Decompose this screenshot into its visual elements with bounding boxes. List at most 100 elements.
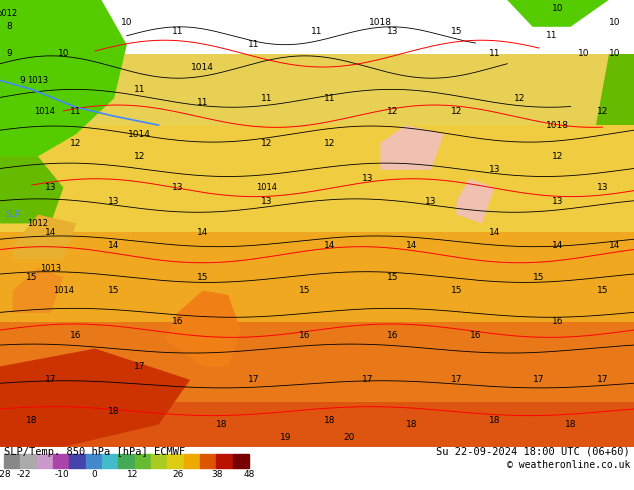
Bar — [233, 454, 249, 468]
Text: 9: 9 — [19, 76, 25, 85]
Text: 13: 13 — [552, 196, 564, 206]
Polygon shape — [380, 125, 444, 170]
Polygon shape — [0, 156, 63, 223]
Polygon shape — [13, 268, 63, 313]
Text: 10: 10 — [121, 18, 133, 27]
Text: Su 22-09-2024 18:00 UTC (06+60): Su 22-09-2024 18:00 UTC (06+60) — [436, 447, 630, 457]
Text: 15: 15 — [597, 286, 608, 295]
Text: 14: 14 — [197, 228, 209, 237]
Text: 16: 16 — [387, 331, 399, 340]
Text: 1013: 1013 — [27, 76, 49, 85]
Text: 13: 13 — [597, 183, 608, 192]
Text: 17: 17 — [134, 362, 145, 371]
Text: 18: 18 — [26, 416, 37, 424]
Text: 11: 11 — [546, 31, 557, 40]
Text: 1014: 1014 — [34, 107, 55, 116]
Text: 16: 16 — [172, 317, 183, 326]
Text: 13: 13 — [489, 165, 500, 174]
Text: 11: 11 — [311, 27, 323, 36]
Text: 15: 15 — [451, 27, 462, 36]
Bar — [200, 454, 216, 468]
Text: 14: 14 — [552, 241, 564, 250]
Text: 10: 10 — [609, 18, 621, 27]
Polygon shape — [13, 215, 76, 259]
Text: 16: 16 — [299, 331, 310, 340]
Text: 11: 11 — [324, 94, 335, 103]
Text: 18: 18 — [108, 407, 120, 416]
Text: 11: 11 — [134, 85, 145, 94]
Bar — [20, 454, 37, 468]
Text: 8: 8 — [6, 23, 13, 31]
Text: 13: 13 — [45, 183, 56, 192]
Text: 17: 17 — [45, 375, 56, 384]
Bar — [102, 454, 119, 468]
Text: -28: -28 — [0, 470, 11, 479]
Text: 12: 12 — [134, 152, 145, 161]
Text: 18: 18 — [489, 416, 500, 424]
Bar — [216, 454, 233, 468]
Text: 10: 10 — [58, 49, 69, 58]
Text: 14: 14 — [609, 241, 621, 250]
Text: 1013: 1013 — [40, 264, 61, 272]
Text: 17: 17 — [597, 375, 608, 384]
Text: 1014: 1014 — [256, 183, 277, 192]
Text: SLP/Temp. 850 hPa [hPa] ECMWF: SLP/Temp. 850 hPa [hPa] ECMWF — [4, 447, 185, 457]
Text: 12: 12 — [514, 94, 526, 103]
Text: 1014: 1014 — [128, 129, 151, 139]
Text: 11: 11 — [172, 27, 183, 36]
Text: 1014: 1014 — [191, 63, 214, 72]
Text: 11: 11 — [489, 49, 500, 58]
Text: 10: 10 — [552, 4, 564, 13]
Bar — [4, 454, 20, 468]
Bar — [86, 454, 102, 468]
Text: 48: 48 — [243, 470, 255, 479]
Bar — [37, 454, 53, 468]
Text: 13: 13 — [108, 196, 120, 206]
Text: 14: 14 — [406, 241, 418, 250]
Text: 18: 18 — [324, 416, 335, 424]
Text: 15: 15 — [533, 272, 545, 282]
Polygon shape — [507, 0, 634, 27]
Text: 1012: 1012 — [27, 219, 49, 228]
Text: 15: 15 — [387, 272, 399, 282]
Text: 12: 12 — [552, 152, 564, 161]
Text: 17: 17 — [533, 375, 545, 384]
Text: 14: 14 — [108, 241, 120, 250]
Text: 16: 16 — [552, 317, 564, 326]
Text: 18: 18 — [565, 420, 576, 429]
Text: p012: p012 — [0, 9, 17, 18]
Polygon shape — [0, 348, 190, 447]
Text: 10: 10 — [578, 49, 589, 58]
Text: 17: 17 — [362, 375, 373, 384]
Text: 13: 13 — [172, 183, 183, 192]
Text: 13: 13 — [425, 196, 437, 206]
Text: 17: 17 — [248, 375, 259, 384]
Text: 12: 12 — [127, 470, 139, 479]
Bar — [167, 454, 184, 468]
Text: 14: 14 — [324, 241, 335, 250]
Polygon shape — [0, 125, 634, 232]
Text: 12: 12 — [70, 139, 82, 147]
Polygon shape — [165, 291, 241, 367]
Text: 11: 11 — [197, 98, 209, 107]
Polygon shape — [0, 232, 634, 322]
Text: 9: 9 — [6, 49, 13, 58]
Text: 38: 38 — [211, 470, 223, 479]
Bar — [151, 454, 167, 468]
Text: 17: 17 — [451, 375, 462, 384]
Text: 19: 19 — [280, 434, 291, 442]
Polygon shape — [0, 53, 634, 125]
Text: 13: 13 — [362, 174, 373, 183]
Text: 11: 11 — [248, 40, 259, 49]
Bar — [53, 454, 69, 468]
Text: 0: 0 — [91, 470, 97, 479]
Text: 10: 10 — [609, 49, 621, 58]
Text: 14: 14 — [45, 228, 56, 237]
Text: 14: 14 — [489, 228, 500, 237]
Text: © weatheronline.co.uk: © weatheronline.co.uk — [507, 460, 630, 470]
Text: 16: 16 — [470, 331, 481, 340]
Text: 12: 12 — [387, 107, 399, 116]
Text: 11: 11 — [70, 107, 82, 116]
Text: 16: 16 — [70, 331, 82, 340]
Text: 15: 15 — [26, 272, 37, 282]
